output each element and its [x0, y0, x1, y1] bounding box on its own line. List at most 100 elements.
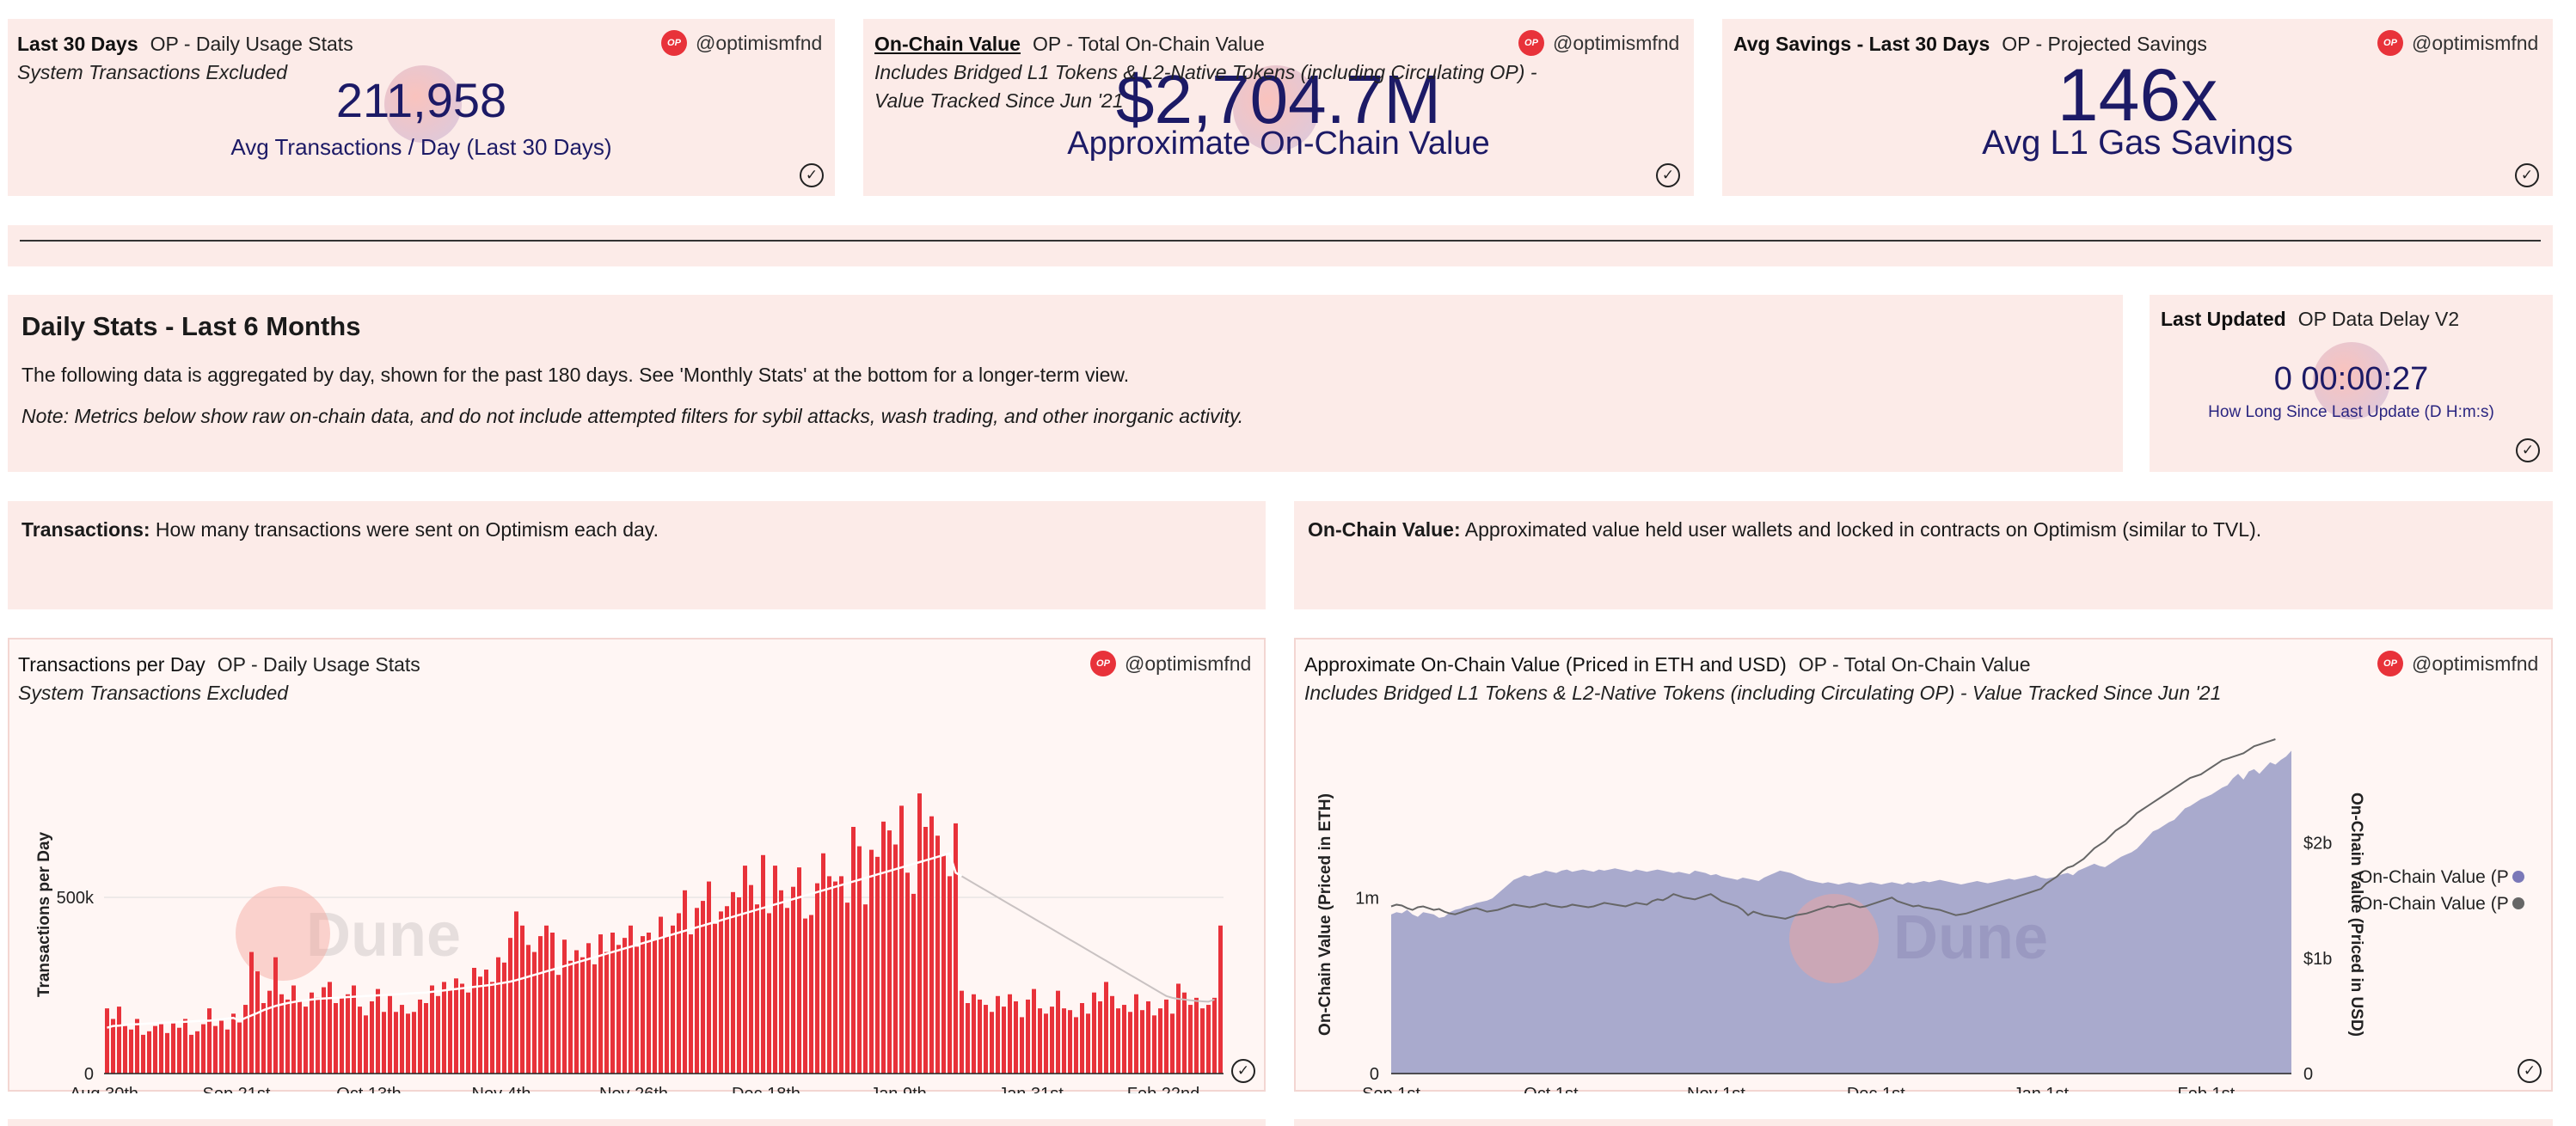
- tx-bar: [713, 923, 717, 1074]
- section-body: The following data is aggregated by day,…: [21, 364, 1130, 386]
- tx-bar: [779, 890, 783, 1074]
- owner-link[interactable]: OP @optimismfnd: [661, 30, 822, 56]
- tx-bar: [322, 987, 326, 1074]
- query-link[interactable]: OP - Daily Usage Stats: [150, 33, 353, 55]
- tx-bar: [352, 985, 356, 1074]
- owner-link[interactable]: OP @optimismfnd: [2377, 30, 2538, 56]
- delay-value: 0 00:00:27: [2273, 361, 2429, 397]
- tx-bar: [382, 1012, 386, 1074]
- tx-bar: [484, 970, 488, 1074]
- tx-bar: [586, 943, 591, 1074]
- horizontal-rule: [20, 240, 2541, 242]
- tx-bar: [935, 835, 940, 1074]
- tx-bar: [304, 1007, 308, 1074]
- tx-bar: [875, 856, 880, 1074]
- y-tick-label: 1m: [1355, 889, 1379, 908]
- check-icon: ✓: [2515, 163, 2539, 187]
- daily-stats-panel: Daily Stats - Last 6 Months The followin…: [8, 295, 2123, 472]
- tx-bar: [340, 997, 344, 1074]
- tx-bar: [316, 997, 320, 1074]
- x-tick-label: Dec 18th: [732, 1085, 800, 1093]
- tx-bar: [845, 903, 849, 1074]
- tx-bar: [1026, 999, 1030, 1074]
- panel-title: Avg Savings - Last 30 Days OP - Projected…: [1733, 33, 2207, 55]
- y-right-tick-label: $1b: [2303, 950, 2332, 969]
- tx-bar: [183, 1019, 187, 1074]
- delay-caption: How Long Since Last Update (D H:m:s): [2208, 403, 2494, 421]
- panel-subtitle: Includes Bridged L1 Tokens & L2-Native T…: [874, 61, 1537, 83]
- owner-link[interactable]: OP @optimismfnd: [2377, 651, 2538, 676]
- tx-bar: [1206, 1005, 1211, 1074]
- query-link[interactable]: OP - Total On-Chain Value: [1798, 653, 2031, 676]
- panel-title: Transactions per Day OP - Daily Usage Sta…: [18, 653, 420, 676]
- check-icon: ✓: [2518, 1059, 2542, 1083]
- query-link[interactable]: OP Data Delay V2: [2297, 308, 2460, 330]
- tx-bar: [972, 994, 976, 1074]
- tx-bar: [960, 990, 964, 1074]
- tx-bar: [641, 936, 645, 1074]
- tx-bar: [1002, 1007, 1006, 1074]
- counter-panel-transactions: Last 30 Days OP - Daily Usage Stats Syste…: [8, 19, 835, 196]
- panel-title: Approximate On-Chain Value (Priced in ET…: [1304, 653, 2031, 676]
- x-tick-label: Sep 21st: [203, 1085, 271, 1093]
- tx-bar: [243, 1005, 248, 1074]
- tx-bar: [863, 904, 868, 1074]
- check-icon: ✓: [1656, 163, 1680, 187]
- tx-bar: [899, 805, 904, 1074]
- tx-bar: [291, 985, 296, 1074]
- transactions-description-panel: Transactions: How many transactions were…: [8, 501, 1266, 609]
- tx-bar: [129, 1029, 133, 1074]
- tx-bar: [1038, 1008, 1042, 1074]
- tx-bar: [123, 1025, 127, 1074]
- tx-bar: [881, 821, 886, 1074]
- legend-marker: [2512, 897, 2524, 909]
- tx-bar: [954, 823, 958, 1074]
- tx-bar: [671, 925, 675, 1074]
- tx-bar: [677, 913, 681, 1074]
- x-tick-label: Jan 9th: [870, 1085, 927, 1093]
- tx-bar: [616, 945, 621, 1074]
- y-tick-label: 500k: [57, 889, 95, 908]
- tx-bar: [749, 884, 753, 1074]
- counter-value: 211,958: [335, 73, 507, 127]
- tx-bar: [851, 827, 856, 1074]
- tx-bar: [249, 952, 254, 1074]
- tx-bar: [1032, 988, 1036, 1074]
- query-link[interactable]: OP - Daily Usage Stats: [217, 653, 420, 676]
- tx-bar: [1092, 992, 1096, 1074]
- panel-subtitle: Includes Bridged L1 Tokens & L2-Native T…: [1304, 682, 2222, 704]
- tx-bar: [604, 952, 609, 1074]
- optimism-logo-icon: OP: [2377, 651, 2403, 676]
- owner-link[interactable]: OP @optimismfnd: [1518, 30, 1679, 56]
- tx-bar: [1104, 982, 1108, 1074]
- tx-bar: [755, 904, 759, 1074]
- tx-bar: [978, 999, 982, 1074]
- tx-bar: [297, 1001, 302, 1074]
- tx-bar: [117, 1007, 121, 1074]
- panel-subtitle: System Transactions Excluded: [17, 61, 288, 83]
- tx-bar: [948, 876, 952, 1074]
- y-tick-label: 0: [84, 1065, 94, 1084]
- tx-bar: [737, 897, 741, 1074]
- tx-bar: [544, 925, 549, 1074]
- y-right-tick-label: $2b: [2303, 835, 2332, 854]
- optimism-logo-icon: OP: [2377, 30, 2403, 56]
- tx-bar: [472, 968, 476, 1074]
- dune-watermark-icon: [384, 65, 462, 143]
- check-icon: ✓: [800, 163, 824, 187]
- counter-caption: Avg L1 Gas Savings: [1982, 124, 2293, 162]
- counter-value: 146x: [2057, 54, 2218, 137]
- tx-bar: [592, 964, 597, 1074]
- tx-bar: [809, 915, 813, 1074]
- query-link[interactable]: OP - Total On-Chain Value: [1032, 33, 1265, 55]
- tx-bar: [370, 1001, 374, 1074]
- tx-bar: [653, 939, 657, 1074]
- tx-bar: [857, 846, 862, 1074]
- tx-bar: [237, 1022, 242, 1074]
- query-link[interactable]: OP - Projected Savings: [2002, 33, 2207, 55]
- transactions-chart-panel: Transactions per Day OP - Daily Usage Sta…: [8, 638, 1266, 1093]
- tx-bar: [893, 844, 898, 1074]
- tx-bar: [171, 1022, 175, 1074]
- owner-link[interactable]: OP @optimismfnd: [1090, 651, 1251, 676]
- section-heading: Daily Stats - Last 6 Months: [21, 311, 361, 341]
